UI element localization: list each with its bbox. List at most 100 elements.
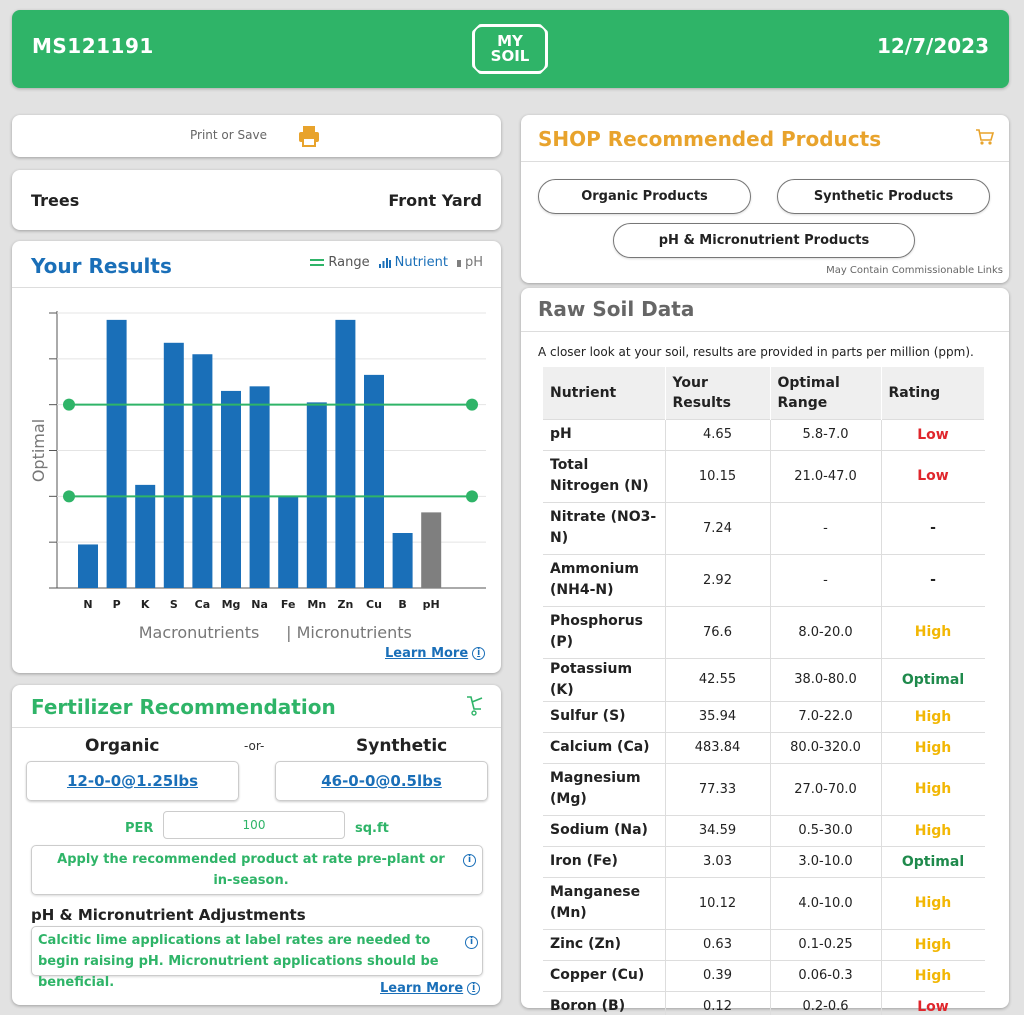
legend-range-label: Range	[328, 255, 370, 270]
shopping-cart-icon[interactable]	[975, 128, 995, 146]
bar-b	[392, 533, 413, 588]
table-row: Total Nitrogen (N) 10.15 21.0-47.0 Low	[543, 449, 985, 502]
range-cell: -	[769, 501, 881, 554]
logo-text-bottom: SOIL	[490, 47, 530, 65]
nutrient-cell: Sulfur (S)	[543, 700, 665, 732]
micronutrient-products-button[interactable]: pH & Micronutrient Products	[613, 223, 915, 258]
or-separator: -or-	[244, 739, 265, 753]
nutrient-cell: Iron (Fe)	[543, 845, 665, 877]
raw-divider	[521, 331, 1009, 332]
legend-range: Range	[310, 255, 370, 270]
per-label: PER	[125, 821, 154, 836]
x-tick-label: S	[170, 598, 178, 611]
unit-label: sq.ft	[355, 821, 389, 836]
fertilizer-title: Fertilizer Recommendation	[31, 695, 336, 719]
nutrient-cell: Ammonium (NH4-N)	[543, 553, 665, 606]
x-tick-label: B	[398, 598, 406, 611]
organic-products-button[interactable]: Organic Products	[538, 179, 751, 214]
range-marker	[466, 490, 478, 503]
x-tick-label: N	[83, 598, 92, 611]
info-icon: i	[472, 647, 486, 660]
bar-na	[249, 386, 270, 588]
organic-recommendation-link[interactable]: 12-0-0@1.25lbs	[26, 761, 239, 801]
results-title: Your Results	[31, 254, 172, 278]
fertilizer-card: Fertilizer Recommendation Organic -or- S…	[12, 685, 501, 1005]
x-tick-label: Na	[251, 598, 268, 611]
range-icon	[310, 258, 325, 266]
bar-cu	[364, 374, 384, 588]
rating-label: High	[914, 822, 952, 839]
result-cell: 34.59	[664, 814, 770, 846]
cart-icon[interactable]	[463, 693, 485, 717]
range-cell: 0.1-0.25	[769, 928, 881, 960]
x-tick-label: Ca	[195, 598, 211, 611]
x-tick-label: Cu	[366, 598, 382, 611]
rating-cell: -	[880, 501, 985, 554]
area-input[interactable]: 100	[163, 811, 345, 839]
app-header: MS121191 MY SOIL 12/7/2023	[12, 10, 1009, 88]
bar-mn	[306, 402, 327, 588]
chart-legend: Range Nutrient pH	[310, 255, 483, 270]
bar-k	[135, 484, 156, 588]
y-axis-label: Optimal	[29, 419, 48, 482]
rating-cell: -	[880, 553, 985, 606]
legend-nutrient: Nutrient	[378, 255, 448, 270]
result-cell: 2.92	[664, 553, 770, 606]
nutrient-cell: Total Nitrogen (N)	[543, 449, 665, 502]
rating-cell: Optimal	[880, 657, 985, 701]
fertilizer-learn-more-link[interactable]: Learn More i	[380, 981, 481, 996]
range-cell: 38.0-80.0	[769, 657, 881, 701]
adjustment-note-text: Calcitic lime applications at label rate…	[38, 933, 439, 990]
legend-ph: pH	[456, 255, 483, 270]
result-cell: 76.6	[664, 605, 770, 658]
nutrient-cell: Copper (Cu)	[543, 959, 665, 991]
table-row: Boron (B) 0.12 0.2-0.6 Low	[543, 990, 985, 1015]
range-cell: 80.0-320.0	[769, 731, 881, 763]
adjustments-heading: pH & Micronutrient Adjustments	[31, 906, 306, 924]
table-row: Zinc (Zn) 0.63 0.1-0.25 High	[543, 928, 985, 960]
apply-info-icon[interactable]: i	[463, 854, 476, 867]
learn-more-label: Learn More	[380, 981, 464, 996]
results-learn-more-link[interactable]: Learn More i	[385, 646, 486, 661]
apply-note-text: Apply the recommended product at rate pr…	[57, 852, 445, 888]
rating-cell: Low	[880, 990, 985, 1015]
synthetic-recommendation-link[interactable]: 46-0-0@0.5lbs	[275, 761, 488, 801]
range-cell: 0.5-30.0	[769, 814, 881, 846]
apply-note-box: Apply the recommended product at rate pr…	[31, 845, 483, 895]
synthetic-products-button[interactable]: Synthetic Products	[777, 179, 990, 214]
results-card: Your Results Range Nutrient pH Optimal N P…	[12, 241, 501, 673]
range-cell: 4.0-10.0	[769, 876, 881, 929]
result-cell: 35.94	[664, 700, 770, 732]
table-row: Ammonium (NH4-N) 2.92- -	[543, 553, 985, 606]
range-cell: -	[769, 553, 881, 606]
result-cell: 0.39	[664, 959, 770, 991]
bar-ca	[192, 354, 213, 588]
rating-label: High	[914, 624, 952, 640]
rating-cell: High	[880, 959, 985, 991]
nutrient-cell: Boron (B)	[543, 990, 665, 1015]
adjustment-info-icon[interactable]: i	[465, 936, 478, 949]
macronutrients-label: Macronutrients	[139, 623, 260, 642]
table-row: Copper (Cu) 0.39 0.06-0.3 High	[543, 959, 985, 991]
mysoil-logo[interactable]: MY SOIL	[472, 24, 548, 74]
print-or-save-button[interactable]: Print or Save	[12, 115, 501, 157]
bar-p	[106, 319, 127, 588]
rating-label: Optimal	[901, 671, 965, 688]
rating-cell: Optimal	[880, 845, 985, 877]
rating-label: Optimal	[901, 853, 965, 870]
raw-data-title: Raw Soil Data	[538, 297, 695, 321]
micronutrients-label: | Micronutrients	[286, 623, 412, 642]
nutrient-cell: Magnesium (Mg)	[543, 762, 665, 815]
shop-divider	[521, 161, 1009, 162]
printer-icon	[299, 126, 319, 147]
organic-heading: Organic	[85, 736, 160, 756]
nutrient-cell: pH	[543, 418, 665, 450]
nutrient-cell: Sodium (Na)	[543, 814, 665, 846]
x-tick-label: P	[113, 598, 121, 611]
result-cell: 42.55	[664, 657, 770, 701]
result-cell: 0.63	[664, 928, 770, 960]
table-row: Magnesium (Mg) 77.33 27.0-70.0 High	[543, 762, 985, 815]
sample-location-card: Trees Front Yard	[12, 170, 501, 230]
result-cell: 77.33	[664, 762, 770, 815]
table-row: Nitrate (NO3-N) 7.24- -	[543, 501, 985, 554]
